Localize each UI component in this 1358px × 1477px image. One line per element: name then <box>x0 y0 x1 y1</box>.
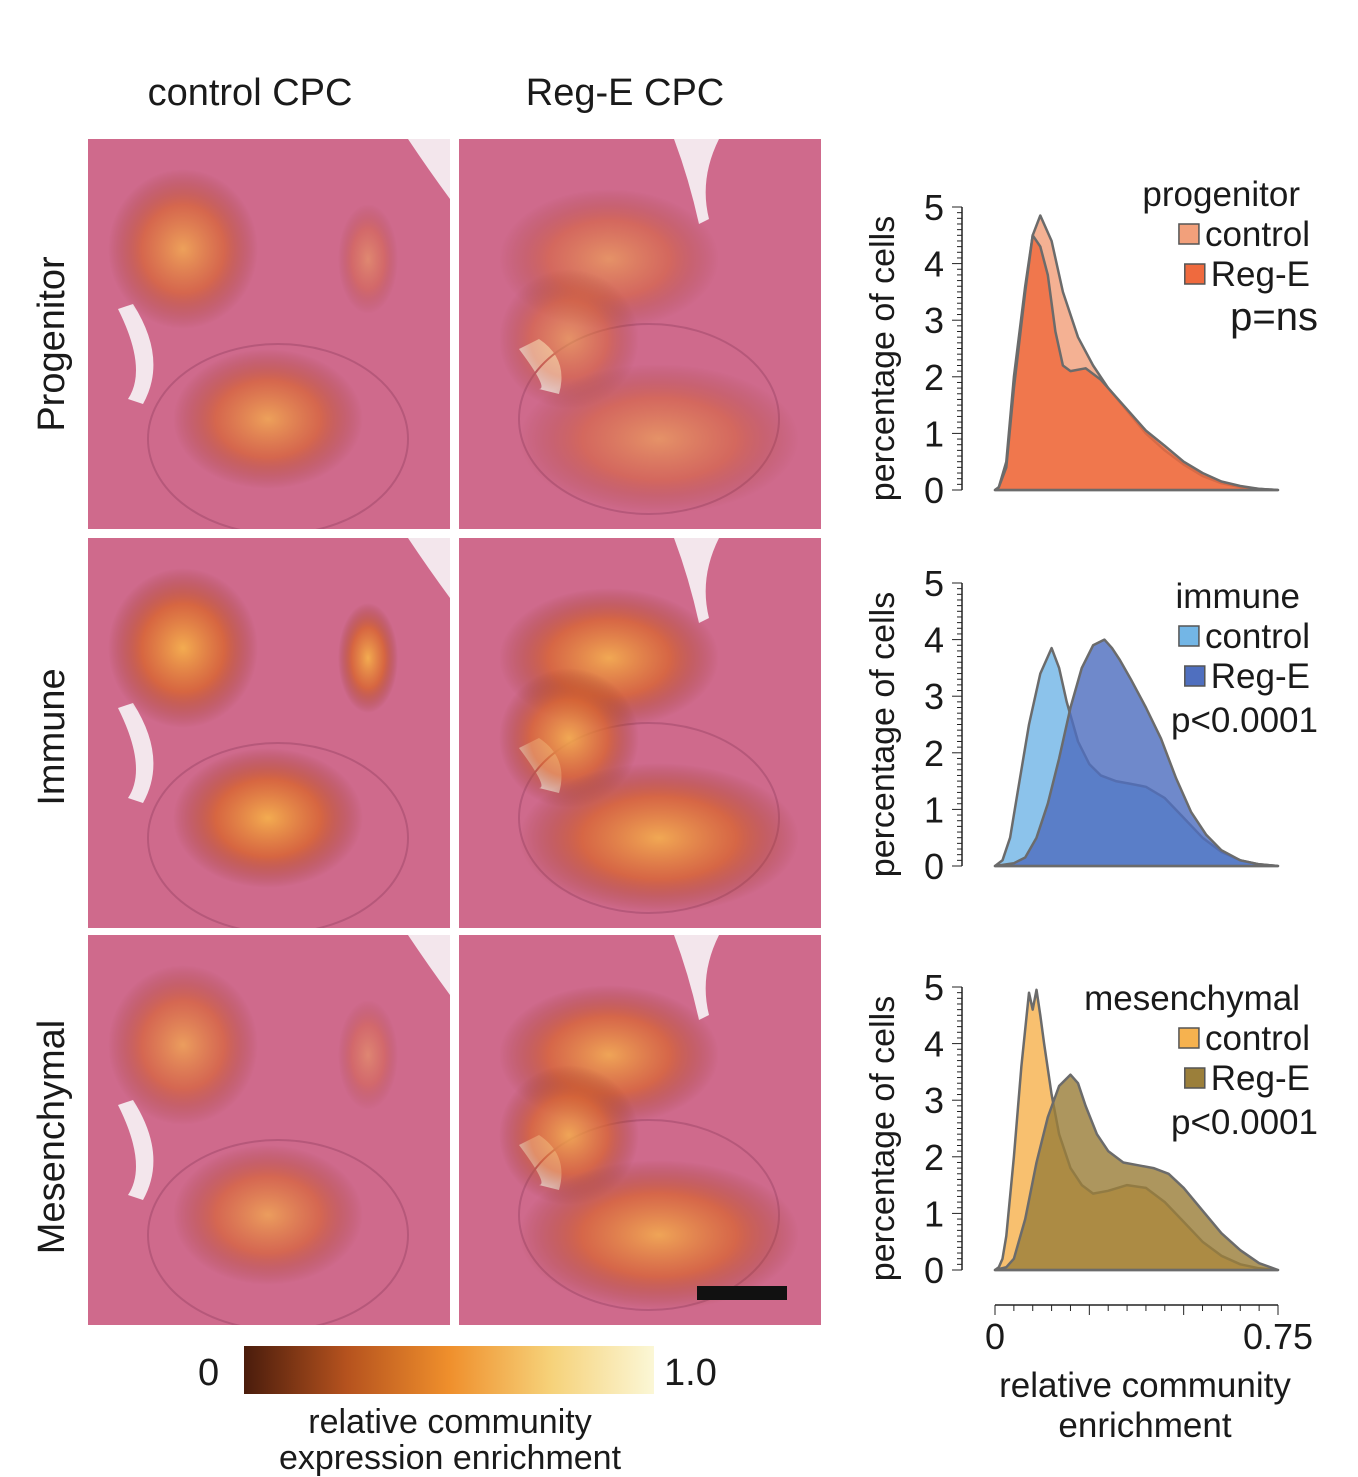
y-axis-title: percentage of cells <box>864 996 902 1281</box>
column-title-rege: Reg-E CPC <box>525 72 725 114</box>
row-label-progenitor: Progenitor <box>31 256 73 432</box>
enrichment-overlay <box>338 1000 398 1110</box>
y-tick-label: 4 <box>924 620 944 661</box>
enrichment-overlay <box>173 1145 363 1285</box>
density-series-rege <box>993 234 1280 492</box>
y-tick-label: 0 <box>924 470 944 511</box>
legend-label-control: control <box>1205 617 1310 656</box>
tissue-outline <box>147 343 409 529</box>
y-tick-label: 1 <box>924 789 944 830</box>
y-tick-label: 3 <box>924 676 944 717</box>
tissue-panel-immune-control <box>88 538 450 928</box>
y-tick-label: 3 <box>924 300 944 341</box>
tissue-panel-progenitor-control <box>88 139 450 529</box>
p-value-annotation: p=ns <box>1230 295 1318 339</box>
y-tick-label: 0 <box>924 846 944 887</box>
enrichment-overlay <box>173 748 363 888</box>
density-series-rege <box>993 638 1280 868</box>
density-charts: 0 1 2 3 4 5 percentage of cells progenitor contr… <box>830 150 1350 1470</box>
legend-swatch-rege <box>1184 1067 1206 1089</box>
tissue-outline <box>147 1139 409 1325</box>
legend-swatch-rege <box>1184 263 1206 285</box>
column-title-control: control CPC <box>147 72 353 114</box>
legend-title: immune <box>1176 577 1300 616</box>
y-tick-label: 0 <box>924 1250 944 1291</box>
y-tick-label: 4 <box>924 1024 944 1065</box>
y-tick-label: 5 <box>924 967 944 1008</box>
enrichment-overlay <box>338 204 398 314</box>
colorbar-min-label: 0 <box>198 1352 220 1394</box>
legend-title: mesenchymal <box>1084 979 1300 1018</box>
enrichment-overlay <box>108 169 258 329</box>
y-tick-label: 2 <box>924 1137 944 1178</box>
row-label-immune: Immune <box>31 668 73 806</box>
colorbar-title-line2: expression enrichment <box>278 1439 622 1477</box>
x-tick-label-max: 0.75 <box>1243 1316 1313 1357</box>
y-axis-title: percentage of cells <box>864 592 902 877</box>
colorbar-gradient <box>244 1346 654 1394</box>
row-label-mesenchymal: Mesenchymal <box>31 1019 73 1255</box>
y-tick-label: 2 <box>924 733 944 774</box>
p-value-annotation: p<0.0001 <box>1171 701 1318 740</box>
x-axis-title-line2: enrichment <box>1058 1406 1232 1445</box>
enrichment-overlay <box>108 568 258 728</box>
legend-swatch-control <box>1178 223 1200 245</box>
tissue-fold <box>118 935 450 1200</box>
y-tick-label: 1 <box>924 1193 944 1234</box>
legend-title: progenitor <box>1142 175 1300 214</box>
legend-label-rege: Reg-E <box>1211 255 1310 294</box>
tissue-panel-progenitor-rege <box>459 139 821 529</box>
x-tick-label-min: 0 <box>985 1316 1005 1357</box>
colorbar-title-line1: relative community <box>308 1403 592 1441</box>
legend-swatch-control <box>1178 625 1200 647</box>
tissue-panel-mesenchymal-rege <box>459 935 821 1325</box>
enrichment-overlay <box>173 349 363 489</box>
enrichment-overlay <box>338 603 398 713</box>
legend-swatch-rege <box>1184 665 1206 687</box>
x-axis-title: relative community enrichment <box>965 1366 1325 1446</box>
legend-label-rege: Reg-E <box>1211 657 1310 696</box>
tissue-fold <box>118 139 450 404</box>
enrichment-overlay <box>108 965 258 1125</box>
tissue-outline <box>147 742 409 928</box>
x-axis-title-line1: relative community <box>999 1366 1291 1405</box>
y-tick-label: 5 <box>924 563 944 604</box>
tissue-panel-immune-rege <box>459 538 821 928</box>
p-value-annotation: p<0.0001 <box>1171 1103 1318 1142</box>
y-axis-title: percentage of cells <box>864 216 902 501</box>
legend-label-rege: Reg-E <box>1211 1059 1310 1098</box>
enrichment-overlay <box>519 364 799 514</box>
tissue-panel-mesenchymal-control <box>88 935 450 1325</box>
colorbar-max-label: 1.0 <box>664 1352 717 1394</box>
scale-bar <box>697 1286 787 1300</box>
legend-label-control: control <box>1205 1019 1310 1058</box>
enrichment-overlay <box>519 763 799 913</box>
colorbar-title: relative community expression enrichment <box>190 1404 710 1476</box>
y-tick-label: 2 <box>924 357 944 398</box>
y-tick-label: 1 <box>924 413 944 454</box>
y-tick-label: 3 <box>924 1080 944 1121</box>
y-tick-label: 4 <box>924 244 944 285</box>
enrichment-overlay <box>519 1160 799 1310</box>
y-tick-label: 5 <box>924 187 944 228</box>
density-series-rege <box>993 1073 1280 1272</box>
legend-swatch-control <box>1178 1027 1200 1049</box>
tissue-fold <box>118 538 450 803</box>
legend-label-control: control <box>1205 215 1310 254</box>
